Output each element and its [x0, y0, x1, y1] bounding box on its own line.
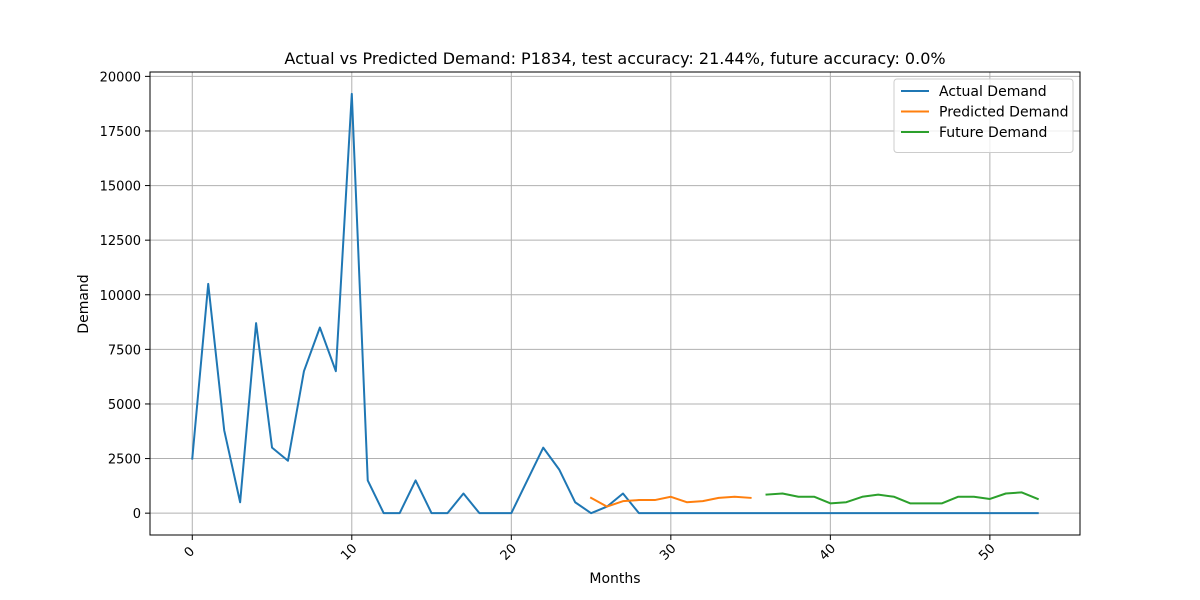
y-tick-label: 10000	[100, 289, 141, 304]
y-tick-label: 7500	[108, 343, 141, 358]
chart-title: Actual vs Predicted Demand: P1834, test …	[284, 49, 945, 68]
series-line-future-demand	[765, 491, 1040, 505]
legend-label-predicted-demand: Predicted Demand	[939, 105, 1069, 121]
plot-frame	[149, 71, 1081, 536]
grid	[150, 72, 1080, 535]
y-tick-label: 12500	[100, 234, 141, 249]
y-tick-label: 20000	[100, 70, 141, 85]
series-line-predicted-demand	[589, 495, 752, 508]
y-tick-label: 2500	[108, 453, 141, 468]
x-axis-title: Months	[589, 571, 640, 587]
y-tick-label: 17500	[100, 125, 141, 140]
legend: Actual Demand Predicted Demand Future Dema…	[893, 78, 1074, 153]
series-lines	[191, 92, 1040, 515]
y-axis-title: Demand	[76, 274, 92, 333]
y-tick-label: 15000	[100, 180, 141, 195]
legend-box	[893, 78, 1074, 153]
y-axis-ticks: 0 2500 5000 7500 10000 12500 15000 17500 20000	[100, 70, 150, 522]
legend-label-actual-demand: Actual Demand	[939, 84, 1047, 100]
legend-label-future-demand: Future Demand	[939, 125, 1047, 141]
y-tick-label: 5000	[108, 398, 141, 413]
y-tick-label: 0	[133, 507, 141, 522]
series-line-actual-demand	[191, 92, 1039, 515]
